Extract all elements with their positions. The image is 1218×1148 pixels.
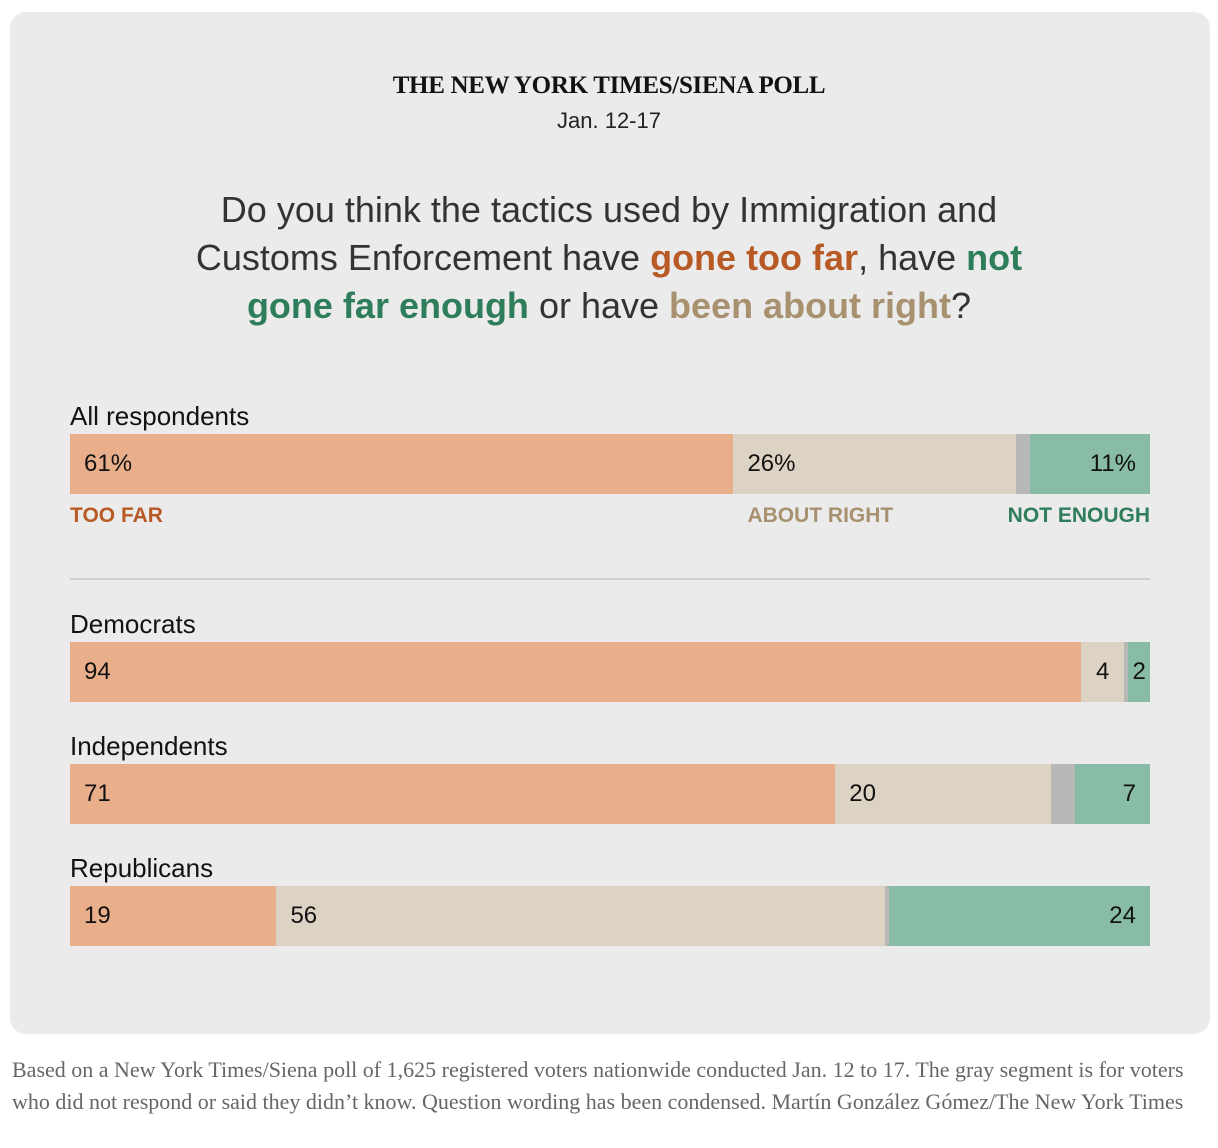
question-text: Do you think the tactics used by Immigra… — [195, 189, 998, 278]
bar-segment-not-enough: 11% — [1030, 434, 1150, 494]
poll-date: Jan. 12-17 — [557, 108, 661, 133]
bar-segment-no-answer — [1050, 764, 1075, 824]
group-label: Independents — [70, 731, 228, 761]
bar-segment-too-far: 71 — [70, 764, 836, 824]
bar-segment-too-far: 61% — [70, 434, 734, 494]
bar-segment-no-answer — [884, 886, 890, 946]
question-text: or have — [528, 285, 670, 326]
group-all-respondents: All respondents 61% 26% 11% TOO FAR ABOUT RIG… — [70, 398, 1150, 534]
source-note: Based on a New York Times/Siena poll of … — [12, 1057, 1184, 1114]
legend-too-far: TOO FAR — [70, 504, 163, 527]
group-independents: Independents 71 20 7 — [70, 728, 1150, 824]
question-about-right: been about right — [669, 285, 952, 326]
divider — [70, 578, 1150, 580]
question-too-far: gone too far — [650, 237, 859, 278]
stacked-bar: 61% 26% 11% — [70, 434, 1150, 494]
legend-not-enough: NOT ENOUGH — [1007, 504, 1150, 527]
stacked-bar: 19 56 24 — [70, 886, 1150, 946]
bar-segment-too-far: 94 — [70, 642, 1082, 702]
bar-segment-no-answer — [1016, 434, 1031, 494]
poll-question: Do you think the tactics used by Immigra… — [150, 186, 1068, 330]
group-republicans: Republicans 19 56 24 — [70, 850, 1150, 946]
bar-segment-about-right: 20 — [835, 764, 1051, 824]
group-label: All respondents — [70, 401, 250, 431]
legend-about-right: ABOUT RIGHT — [747, 504, 894, 527]
bar-segment-not-enough: 7 — [1074, 764, 1150, 824]
group-label: Republicans — [70, 853, 214, 883]
bar-segment-about-right: 4 — [1081, 642, 1125, 702]
group-democrats: Democrats 94 4 2 — [70, 606, 1150, 702]
question-text: , have — [858, 237, 967, 278]
group-label: Democrats — [70, 609, 196, 639]
question-text: ? — [951, 285, 972, 326]
bar-segment-no-answer — [1124, 642, 1129, 702]
legend: TOO FAR ABOUT RIGHT NOT ENOUGH — [70, 504, 1150, 534]
question-not-enough: not gone far enough — [246, 237, 1023, 326]
bar-segment-not-enough: 24 — [889, 886, 1150, 946]
chart-card — [10, 12, 1210, 1034]
poll-title: THE NEW YORK TIMES/SIENA POLL — [392, 72, 826, 99]
stacked-bar: 71 20 7 — [70, 764, 1150, 824]
bar-segment-about-right: 26% — [733, 434, 1017, 494]
bar-segment-not-enough: 2 — [1128, 642, 1150, 702]
stacked-bar: 94 4 2 — [70, 642, 1150, 702]
bar-segment-about-right: 56 — [276, 886, 885, 946]
bar-segment-too-far: 19 — [70, 886, 277, 946]
